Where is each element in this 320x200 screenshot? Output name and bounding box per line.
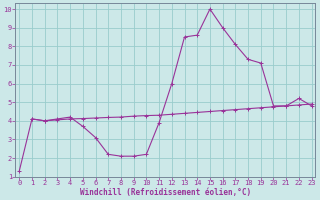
X-axis label: Windchill (Refroidissement éolien,°C): Windchill (Refroidissement éolien,°C) — [80, 188, 251, 197]
